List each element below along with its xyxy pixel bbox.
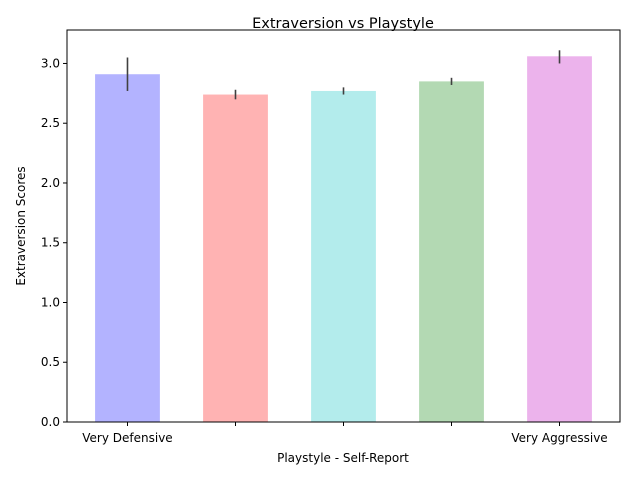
y-axis-label: Extraversion Scores (14, 166, 28, 285)
bar-4 (527, 56, 592, 422)
x-axis: Very Defensive Very Aggressive (82, 422, 608, 445)
y-tick-label-6: 3.0 (41, 56, 60, 70)
y-axis: 0.0 0.5 1.0 1.5 2.0 2.5 3.0 (41, 56, 67, 429)
bar-1 (203, 94, 268, 422)
bar-0 (95, 74, 160, 422)
y-tick-label-1: 0.5 (41, 355, 60, 369)
y-tick-label-3: 1.5 (41, 236, 60, 250)
error-bars-group (126, 50, 561, 100)
y-tick-label-0: 0.0 (41, 415, 60, 429)
x-axis-label: Playstyle - Self-Report (277, 451, 409, 465)
y-tick-label-5: 2.5 (41, 116, 60, 130)
y-tick-label-4: 2.0 (41, 176, 60, 190)
y-tick-label-2: 1.0 (41, 295, 60, 309)
bars-group (95, 56, 592, 422)
bar-3 (419, 81, 484, 422)
chart-title: Extraversion vs Playstyle (252, 16, 434, 32)
bar-2 (311, 90, 376, 422)
x-tick-label-0: Very Defensive (82, 431, 172, 445)
x-tick-label-4: Very Aggressive (511, 431, 607, 445)
